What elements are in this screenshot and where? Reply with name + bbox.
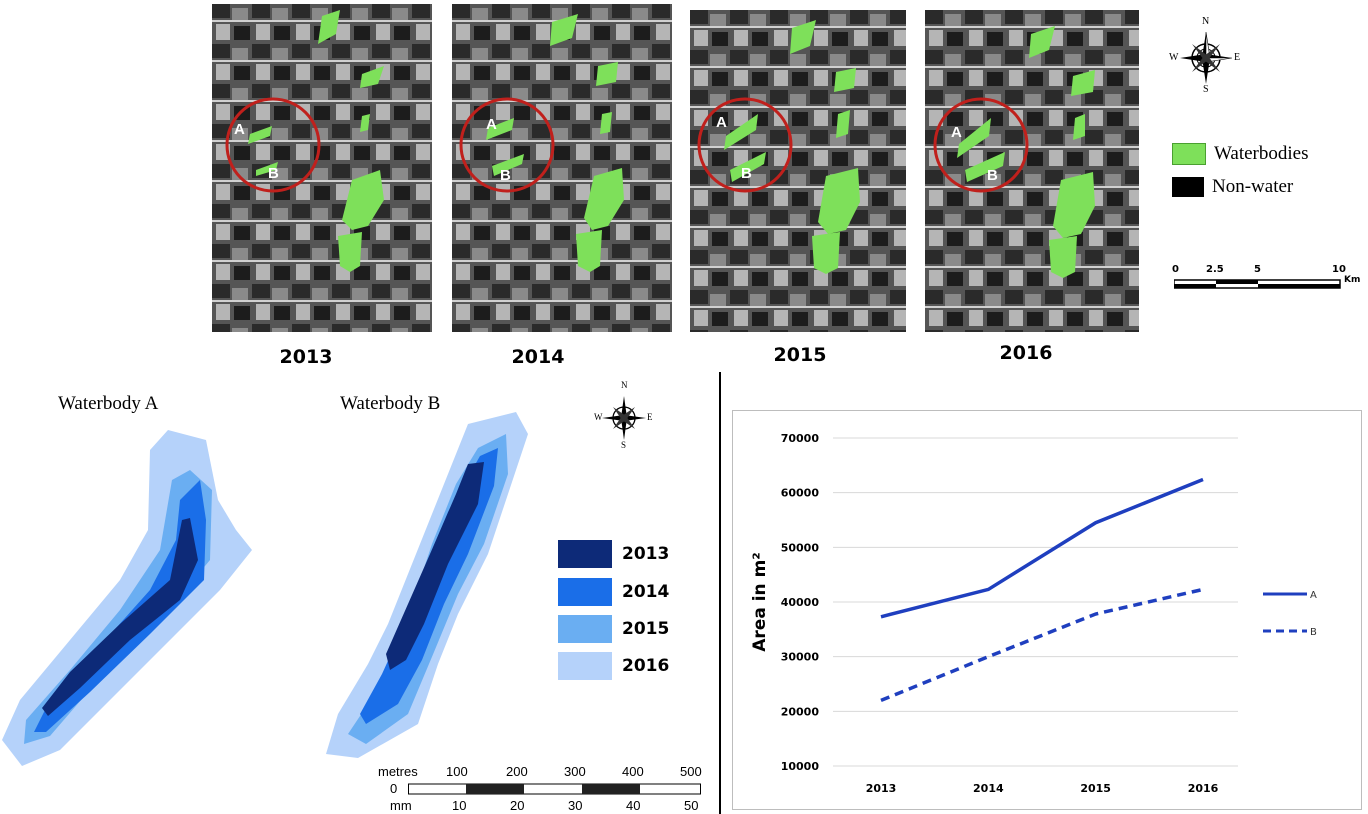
scale-tick: 2.5 — [1206, 264, 1224, 275]
circle-label-b: B — [268, 165, 279, 182]
scale-tick: 10 — [1332, 264, 1346, 275]
x-tick-label: 2016 — [1188, 782, 1219, 795]
compass-w: W — [594, 412, 603, 422]
scale-bar-km: 0 2.5 5 10 Km — [1172, 264, 1362, 294]
highlight-circle — [459, 97, 555, 193]
legend-label: B — [1310, 627, 1317, 638]
scale-tick: 100 — [446, 764, 468, 779]
legend-label: 2015 — [622, 619, 670, 639]
compass-w: W — [1169, 52, 1179, 63]
compass-rose-icon: N S E W — [593, 380, 655, 452]
compass-e: E — [1234, 52, 1241, 63]
scale-tick: 10 — [452, 798, 467, 813]
compass-s: S — [1203, 84, 1209, 95]
satellite-map-2015 — [690, 10, 906, 332]
waterbody-shape — [318, 10, 340, 44]
highlight-circle — [225, 97, 321, 193]
waterbody-a-title: Waterbody A — [58, 393, 159, 414]
y-tick-label: 20000 — [781, 705, 820, 718]
year-label-2013: 2013 — [279, 346, 333, 368]
legend-label: 2016 — [622, 656, 670, 676]
circle-label-a: A — [716, 114, 727, 131]
circle-label-b: B — [500, 167, 511, 184]
y-tick-label: 50000 — [781, 541, 820, 554]
compass-rose-icon: N S E W — [1168, 16, 1244, 98]
highlight-circle — [933, 97, 1029, 193]
panel-divider — [719, 372, 721, 814]
legend-label: A — [1310, 590, 1317, 601]
x-tick-label: 2015 — [1080, 782, 1111, 795]
area-chart-frame: 10000 20000 30000 40000 50000 60000 70000 2013 2… — [732, 410, 1362, 810]
circle-label-a: A — [234, 121, 245, 138]
satellite-map-2013 — [212, 4, 432, 332]
scale-tick: 50 — [684, 798, 699, 813]
y-tick-label: 70000 — [781, 432, 820, 445]
extent-2013 — [386, 462, 484, 670]
legend-2016: 2016 — [558, 652, 669, 680]
scale-bar-metres: metres 100 200 300 400 500 0 mm 10 20 30… — [378, 764, 714, 814]
scale-tick: 300 — [564, 764, 586, 779]
year-label-2016: 2016 — [999, 342, 1053, 364]
legend-non-water: Non-water — [1172, 176, 1293, 198]
legend-label: Non-water — [1212, 176, 1294, 197]
year-label-2014: 2014 — [511, 346, 565, 368]
legend-2014: 2014 — [558, 578, 669, 606]
highlight-circle — [697, 97, 793, 193]
scale-tick: 400 — [622, 764, 644, 779]
legend-swatch — [558, 578, 612, 606]
satellite-map-2016 — [925, 10, 1139, 332]
legend-swatch — [1172, 143, 1206, 165]
scale-unit: Km — [1344, 275, 1361, 285]
legend-label: 2014 — [622, 582, 670, 602]
x-tick-label: 2014 — [973, 782, 1004, 795]
satellite-map-2014 — [452, 4, 672, 332]
highlight-circles-layer — [225, 97, 1029, 193]
scale-tick: 30 — [568, 798, 583, 813]
circle-label-b: B — [987, 167, 998, 184]
waterbody-b-extent-map — [326, 412, 528, 758]
scale-tick: 5 — [1254, 264, 1261, 275]
compass-s: S — [621, 440, 627, 450]
legend-2013: 2013 — [558, 540, 669, 568]
series-line-a — [880, 477, 1204, 619]
waterbody-b-title: Waterbody B — [340, 393, 441, 414]
compass-e: E — [647, 412, 653, 422]
y-axis-label: Area in m² — [750, 552, 770, 651]
x-tick-label: 2013 — [866, 782, 897, 795]
legend-swatch — [1172, 177, 1204, 197]
satellite-image — [212, 4, 432, 332]
compass-n: N — [1202, 16, 1210, 27]
y-tick-label: 30000 — [781, 651, 820, 664]
legend-label: Waterbodies — [1214, 143, 1309, 164]
legend-swatch — [558, 540, 612, 568]
y-tick-label: 40000 — [781, 596, 820, 609]
legend-2015: 2015 — [558, 615, 669, 643]
extent-2013 — [42, 518, 198, 716]
scale-tick: 20 — [510, 798, 525, 813]
scale-tick: 40 — [626, 798, 641, 813]
area-line-chart: 10000 20000 30000 40000 50000 60000 70000 2013 2… — [750, 432, 1317, 795]
legend-swatch — [558, 652, 612, 680]
scale-tick: 0 — [390, 781, 398, 796]
circle-label-b: B — [741, 165, 752, 182]
legend-label: 2013 — [622, 544, 670, 564]
scale-label: mm — [390, 798, 412, 813]
circle-label-a: A — [486, 116, 497, 133]
scale-tick: 200 — [506, 764, 528, 779]
legend-swatch — [558, 615, 612, 643]
y-tick-label: 60000 — [781, 487, 820, 500]
year-label-2015: 2015 — [773, 344, 827, 366]
scale-tick: 500 — [680, 764, 702, 779]
waterbody-a-extent-map — [2, 430, 252, 766]
scale-tick: 0 — [1172, 264, 1179, 275]
y-tick-label: 10000 — [781, 760, 820, 773]
compass-n: N — [621, 380, 628, 390]
circle-label-a: A — [951, 124, 962, 141]
scale-label: metres — [378, 764, 418, 779]
legend-waterbodies: Waterbodies — [1172, 143, 1309, 165]
series-line-b — [880, 587, 1204, 703]
